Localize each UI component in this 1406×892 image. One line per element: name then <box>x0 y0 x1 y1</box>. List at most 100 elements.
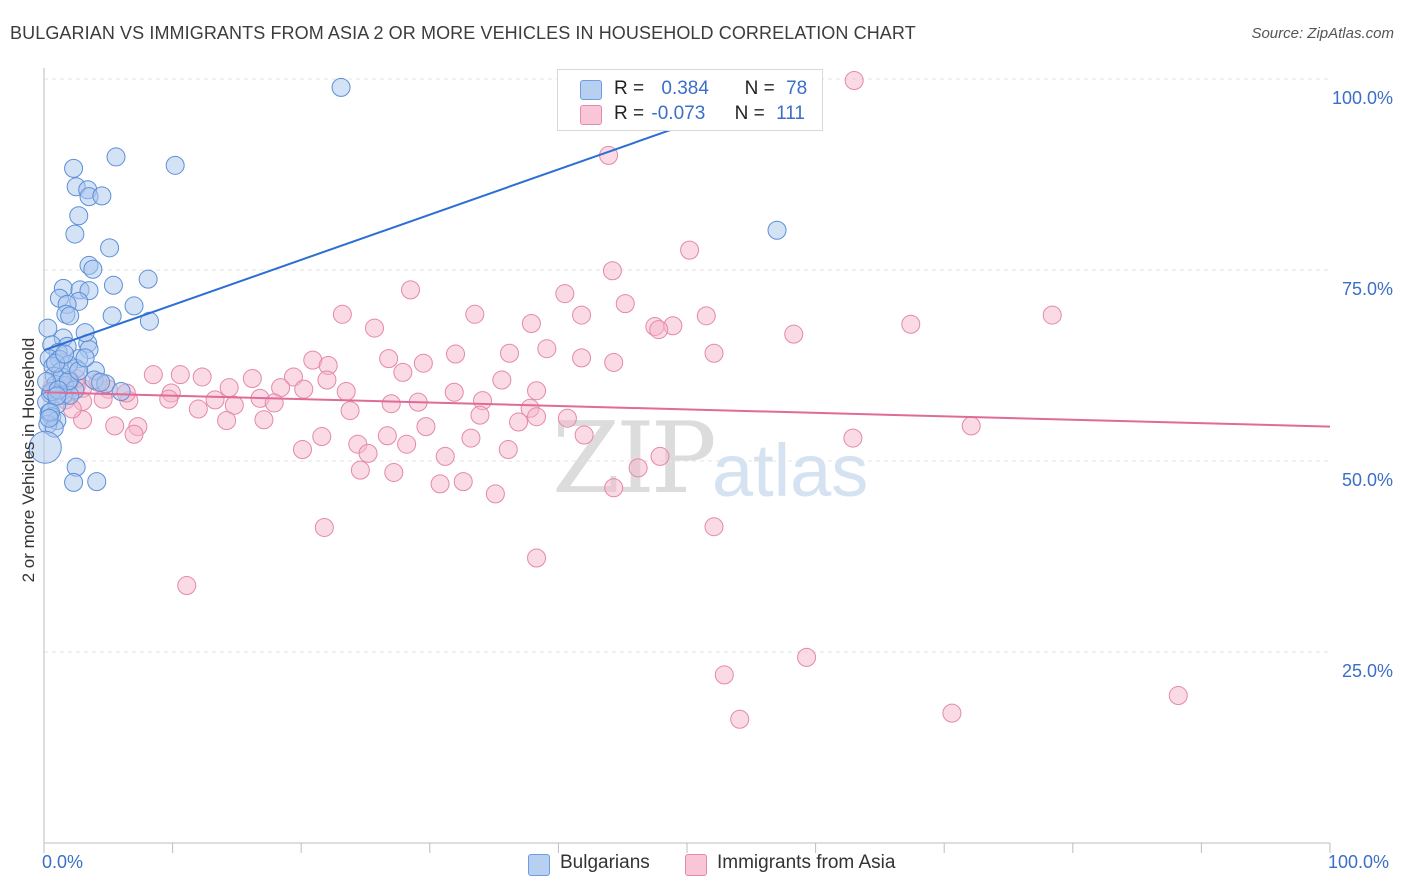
asia-point <box>961 416 981 436</box>
bulgarian-point <box>69 206 89 226</box>
asia-point <box>365 318 385 338</box>
asia-point <box>254 410 274 430</box>
asia-point <box>901 314 921 334</box>
asia-point <box>332 304 352 324</box>
legend-swatch-blue <box>580 80 602 100</box>
y-tick-label-100: 100.0% <box>1331 88 1393 108</box>
asia-point <box>358 443 378 463</box>
asia-point <box>650 446 670 466</box>
asia-point <box>527 407 547 427</box>
asia-point <box>521 313 541 333</box>
bulgarian-point <box>39 408 59 428</box>
legend-text-1: R = 0.384 N = 78 <box>614 78 807 100</box>
asia-point <box>446 344 466 364</box>
bottom-legend-swatch-blue <box>528 854 550 876</box>
asia-point <box>124 424 144 444</box>
bulgarian-point <box>106 147 126 167</box>
asia-point <box>714 665 734 685</box>
asia-point <box>177 576 197 596</box>
bottom-legend-label-asia: Immigrants from Asia <box>717 852 896 873</box>
bulgarian-point <box>55 344 75 364</box>
asia-point <box>435 446 455 466</box>
asia-point <box>1168 686 1188 706</box>
watermark-zip: ZIP <box>552 402 717 516</box>
asia-point <box>264 393 284 413</box>
asia-trend-line <box>43 391 1331 428</box>
asia-point <box>317 370 337 390</box>
x-tick-label-min: 0.0% <box>42 852 84 872</box>
bulgarian-point <box>111 381 131 401</box>
asia-point <box>381 394 401 414</box>
asia-point <box>384 462 404 482</box>
asia-point <box>453 472 473 492</box>
legend-r-label-2: R = <box>614 103 645 124</box>
legend-r-value-1: 0.384 <box>661 78 709 99</box>
bulgarian-point <box>124 296 144 316</box>
asia-point <box>730 709 750 729</box>
asia-point <box>336 381 356 401</box>
asia-point <box>557 408 577 428</box>
asia-point <box>393 362 413 382</box>
asia-point <box>500 343 520 363</box>
asia-point <box>377 426 397 446</box>
asia-point <box>470 405 490 425</box>
asia-point <box>224 395 244 415</box>
bulgarian-point <box>64 472 84 492</box>
bulgarian-point <box>28 430 62 464</box>
asia-point <box>485 484 505 504</box>
asia-point <box>680 240 700 260</box>
asia-point <box>1042 305 1062 325</box>
bulgarian-point <box>102 306 122 326</box>
legend-n-value-1: 78 <box>786 78 808 99</box>
legend-r-label-1: R = <box>614 78 645 99</box>
asia-point <box>217 411 237 431</box>
bulgarian-point <box>64 158 84 178</box>
bulgarian-point <box>138 269 158 289</box>
legend-text-2: R = -0.073 N = 111 <box>614 103 805 125</box>
bulgarian-point <box>91 372 111 392</box>
chart-title: BULGARIAN VS IMMIGRANTS FROM ASIA 2 OR M… <box>10 23 916 43</box>
asia-point <box>942 703 962 723</box>
asia-point <box>843 428 863 448</box>
asia-point <box>312 427 332 447</box>
asia-point <box>413 353 433 373</box>
asia-point <box>498 440 518 460</box>
asia-point <box>604 352 624 372</box>
bulgarian-point <box>331 77 351 97</box>
asia-point <box>188 399 208 419</box>
asia-point <box>537 339 557 359</box>
y-tick-label-25: 25.0% <box>1341 661 1393 681</box>
bulgarian-point <box>103 275 123 295</box>
asia-point <box>444 382 464 402</box>
asia-point <box>527 548 547 568</box>
asia-point <box>797 647 817 667</box>
asia-point <box>159 389 179 409</box>
bulgarian-point <box>92 186 112 206</box>
x-tick-label-max: 100.0% <box>1328 852 1390 872</box>
source-label: Source: ZipAtlas.com <box>1251 25 1394 42</box>
asia-point <box>704 343 724 363</box>
bulgarian-point <box>65 224 85 244</box>
bottom-legend-label-bulgarians: Bulgarians <box>560 852 650 873</box>
asia-point <box>143 365 163 385</box>
asia-point <box>602 261 622 281</box>
correlation-legend: R = 0.384 N = 78 R = -0.073 N = 111 <box>557 69 823 131</box>
y-axis-label-wrap: 2 or more Vehicles in Household <box>4 320 52 630</box>
asia-point <box>340 401 360 421</box>
legend-swatch-pink <box>580 105 602 125</box>
legend-n-label-2: N = <box>734 103 765 124</box>
legend-n-label-1: N = <box>744 78 775 99</box>
asia-point <box>350 460 370 480</box>
asia-point <box>292 440 312 460</box>
asia-point <box>416 417 436 437</box>
asia-point <box>628 458 648 478</box>
asia-point <box>572 348 592 368</box>
asia-point <box>784 324 804 344</box>
asia-point <box>430 474 450 494</box>
y-tick-label-75: 75.0% <box>1341 279 1393 299</box>
asia-point <box>572 305 592 325</box>
asia-point <box>397 434 417 454</box>
asia-point <box>283 367 303 387</box>
bulgarian-point <box>60 306 80 326</box>
bulgarian-point <box>767 220 787 240</box>
